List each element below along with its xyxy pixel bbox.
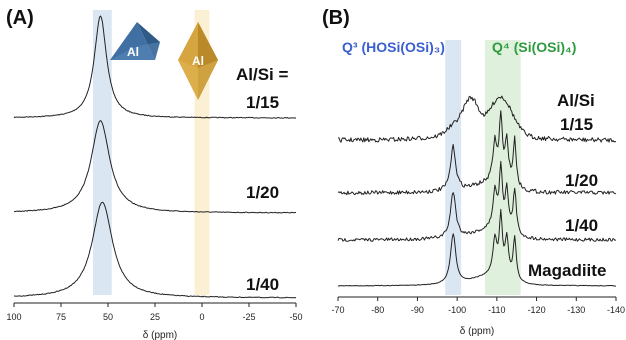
octahedral-al-text: Al (192, 54, 204, 68)
x-tick-label-a: 25 (150, 312, 160, 322)
x-tick-label-a: -50 (289, 312, 302, 322)
q3-label: Q³ (HOSi(OSi)₃) (342, 39, 445, 55)
octahedral-al-icon: Al (178, 22, 218, 100)
spectrum-a-1-15 (13, 15, 297, 119)
panel-a: (A) Al Al Al/Si = 1/15 1/20 1/40 100 75 50… (6, 7, 303, 340)
spectrum-b-magadiite (337, 208, 616, 287)
band-tetrahedral-al (92, 10, 112, 295)
x-ticks-b: -70 -80 -90 -100 -110 -120 -130 -140 (331, 297, 625, 315)
ratio-label-a-1-20: 1/20 (246, 183, 279, 202)
ratio-header-b: Al/Si (557, 91, 595, 110)
q4-label: Q⁴ (Si(OSi)₄) (492, 39, 576, 55)
x-axis-label-b: δ (ppm) (460, 326, 494, 337)
ratio-label-b-1-20: 1/20 (565, 171, 598, 190)
panel-b: (B) Q³ (HOSi(OSi)₃) Q⁴ (Si(OSi)₄) Al/Si … (322, 7, 625, 337)
x-axis-label-a: δ (ppm) (143, 330, 177, 340)
x-tick-label-a: 50 (103, 312, 113, 322)
tetrahedral-al-icon: Al (110, 22, 160, 60)
x-tick-label-b: -100 (448, 305, 466, 315)
x-tick-label-a: 100 (6, 312, 21, 322)
x-tick-label-b: -80 (371, 305, 384, 315)
x-ticks-a: 100 75 50 25 0 -25 -50 (6, 303, 303, 322)
ratio-label-a-1-40: 1/40 (246, 275, 279, 294)
x-tick-label-b: -140 (607, 305, 625, 315)
x-tick-label-b: -90 (411, 305, 424, 315)
tetrahedral-al-text: Al (127, 45, 139, 59)
ratio-label-a-1-15: 1/15 (246, 93, 279, 112)
panel-b-label: (B) (322, 7, 350, 29)
ratio-header-a: Al/Si = (236, 65, 289, 84)
x-tick-label-b: -70 (331, 305, 344, 315)
spectrum-a-1-20 (13, 120, 296, 214)
x-tick-label-a: 75 (56, 312, 66, 322)
ratio-label-b-1-15: 1/15 (560, 115, 593, 134)
band-q3 (445, 40, 462, 295)
spectrum-b-1-40 (337, 160, 617, 242)
x-tick-label-b: -120 (528, 305, 546, 315)
panel-a-label: (A) (6, 7, 34, 29)
x-tick-label-b: -130 (567, 305, 585, 315)
ratio-label-b-1-40: 1/40 (565, 216, 598, 235)
spectrum-b-1-15 (337, 95, 617, 143)
spectrum-b-1-20 (337, 110, 617, 196)
band-q4 (484, 40, 521, 295)
spectrum-a-1-40 (13, 201, 297, 299)
x-tick-label-b: -110 (488, 305, 505, 315)
reference-label-magadiite: Magadiite (528, 261, 606, 280)
x-tick-label-a: 0 (199, 312, 204, 322)
x-tick-label-a: -25 (242, 312, 255, 322)
